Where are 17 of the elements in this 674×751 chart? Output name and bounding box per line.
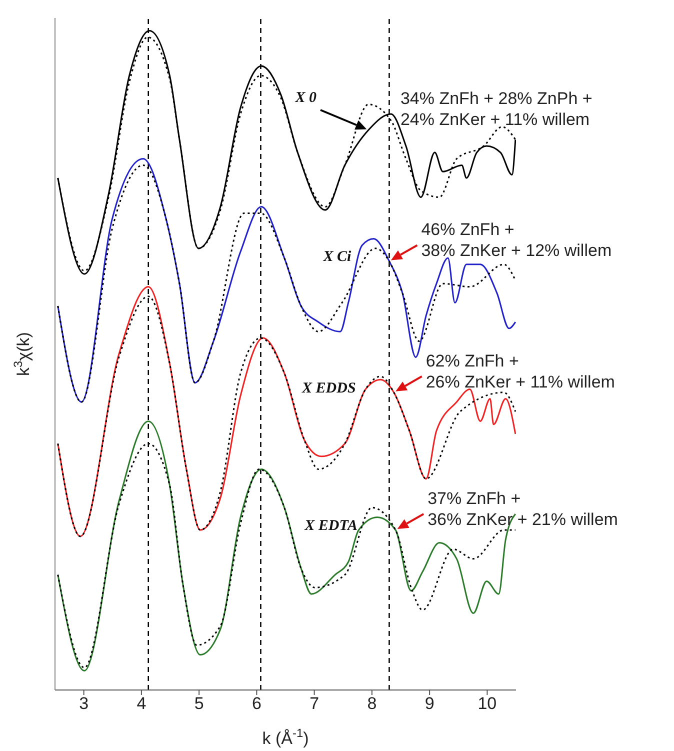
x-tick-label: 5 (194, 694, 204, 714)
x-tick-label: 8 (367, 694, 377, 714)
annotation: 62% ZnFh + 26% ZnKer + 11% willem (426, 351, 615, 392)
annotation: 46% ZnFh + 38% ZnKer + 12% willem (421, 220, 612, 260)
x-tick-label: 3 (79, 694, 89, 714)
x-tick-label: 9 (424, 694, 434, 714)
annotation: 37% ZnFh + 36% ZnKer + 21% willem (428, 489, 618, 529)
x-tick-label: 4 (136, 694, 146, 714)
x-axis-title: k (Å$^{-1}$) (262, 726, 309, 748)
x-tick-label: 10 (478, 694, 497, 714)
series-label: X 0 (294, 90, 317, 106)
series-label: X EDDS (301, 380, 356, 396)
series-label: X Ci (322, 249, 352, 266)
annotation: 34% ZnFh + 28% ZnPh + 24% ZnKer + 11% willem (400, 89, 592, 129)
series-label: X EDTA (304, 518, 358, 534)
x-tick-label: 7 (310, 694, 320, 714)
x-tick-label: 6 (252, 694, 262, 714)
